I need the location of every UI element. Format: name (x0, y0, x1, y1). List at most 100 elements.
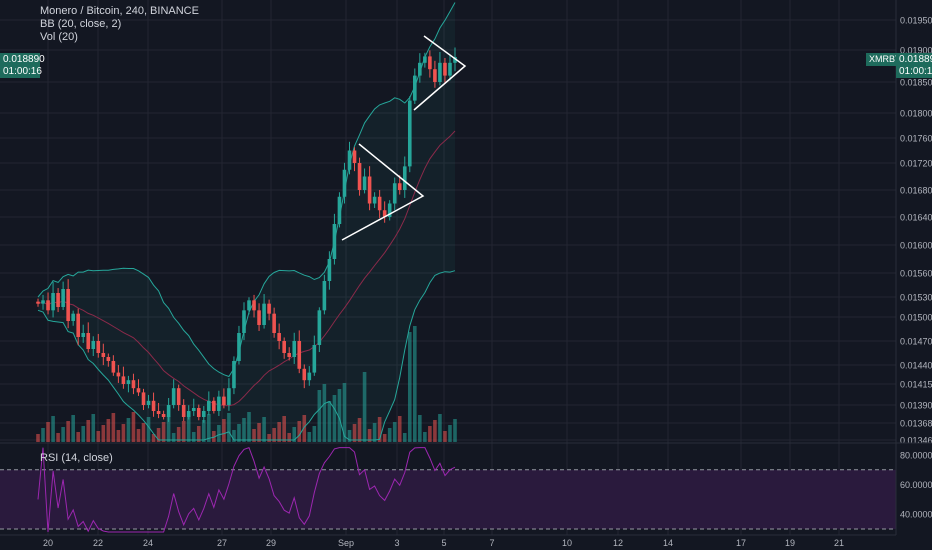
candle-body (443, 62, 447, 76)
volume-bar (317, 390, 322, 442)
rsi-panel[interactable]: 80.0000 60.0000 40.0000 (0, 446, 932, 533)
rsi-band-fill (0, 469, 896, 529)
volume-bar (352, 424, 357, 442)
candle-body (151, 400, 156, 411)
volume-bar (297, 421, 302, 442)
candle-body (448, 62, 452, 76)
volume-bar (337, 389, 342, 442)
candle-body (312, 345, 317, 373)
candle-body (101, 353, 106, 357)
bb-basis-line (37, 130, 456, 407)
candle-body (282, 341, 286, 353)
symbol-title[interactable]: Monero / Bitcoin, 240, BINANCE (40, 5, 199, 17)
volume-bar (237, 424, 241, 442)
volume-bar (171, 433, 176, 442)
volume-bar (292, 427, 297, 442)
candle-body (347, 150, 352, 170)
candle-body (166, 405, 171, 417)
volume-bar (362, 372, 367, 442)
last-price-badge-left: 0.018890 (0, 53, 45, 66)
volume-legend[interactable]: Vol (20) (40, 31, 78, 43)
candlestick-series[interactable] (36, 47, 457, 423)
time-tick-label: 14 (663, 538, 673, 548)
time-tick-label: 17 (736, 538, 746, 548)
time-tick-label: 5 (441, 538, 446, 548)
candle-body (161, 414, 166, 417)
candle-body (438, 62, 442, 82)
candle-body (287, 353, 292, 357)
candle-body (196, 408, 201, 417)
candle-body (433, 69, 437, 82)
volume-bar (272, 428, 276, 442)
volume-bar (116, 430, 121, 442)
candle-body (242, 310, 246, 333)
volume-bar (191, 432, 196, 442)
volume-bar (196, 426, 201, 442)
candle-body (257, 310, 261, 325)
candle-body (372, 196, 377, 204)
candle-body (377, 196, 382, 211)
candle-body (111, 361, 116, 373)
rsi-legend[interactable]: RSI (14, close) (40, 452, 113, 464)
volume-bar (96, 431, 101, 442)
candle-body (46, 300, 50, 311)
bb-upper-line (37, 2, 456, 378)
bollinger-band-fill (38, 2, 455, 440)
candle-body (66, 289, 70, 321)
volume-bar (146, 417, 151, 442)
volume-bar (51, 416, 55, 442)
candle-body (272, 313, 276, 333)
candle-body (423, 56, 427, 63)
volume-bar (121, 424, 126, 442)
candle-body (171, 388, 176, 405)
candle-body (262, 303, 266, 325)
volume-bar (66, 421, 70, 442)
volume-bar (136, 429, 141, 442)
candle-body (217, 396, 221, 411)
triangle-patterns[interactable] (341, 35, 467, 241)
volume-bar (367, 429, 372, 442)
candle-body (367, 176, 372, 204)
volume-bar (402, 433, 407, 442)
bb-legend[interactable]: BB (20, close, 2) (40, 18, 122, 30)
volume-bar (262, 417, 266, 442)
volume-bar (41, 428, 45, 442)
candle-body (41, 300, 45, 304)
candle-body (382, 210, 387, 217)
candle-body (61, 289, 65, 307)
last-price-badge-right: 0.018890 (896, 53, 932, 66)
candle-body (106, 357, 111, 361)
candle-body (418, 62, 422, 76)
candle-body (227, 388, 231, 405)
volume-bar (443, 431, 447, 442)
volume-bar (71, 415, 75, 442)
volume-bar (332, 395, 337, 442)
volume-bar (141, 423, 146, 442)
candle-body (352, 150, 357, 163)
volume-bar (126, 418, 131, 442)
candle-body (176, 388, 181, 405)
time-tick-label: 27 (217, 538, 227, 548)
candle-body (322, 281, 327, 311)
candle-body (337, 196, 342, 224)
candle-body (156, 411, 161, 414)
volume-bar (407, 332, 412, 442)
rsi-tick-label: 40.0000 (900, 510, 932, 520)
volume-bar (36, 434, 40, 442)
volume-bar (387, 428, 392, 442)
time-tick-label: 24 (143, 538, 153, 548)
time-tick-label: 10 (562, 538, 572, 548)
time-tick-label: 19 (785, 538, 795, 548)
candle-body (237, 333, 241, 361)
time-axis: 20 22 24 27 29 Sep 3 5 7 10 12 14 17 19 21 (43, 538, 844, 548)
volume-bar (101, 425, 106, 442)
candle-body (267, 303, 271, 314)
price-tick-label: 0.013460 (900, 436, 932, 446)
volume-bar (166, 416, 171, 442)
